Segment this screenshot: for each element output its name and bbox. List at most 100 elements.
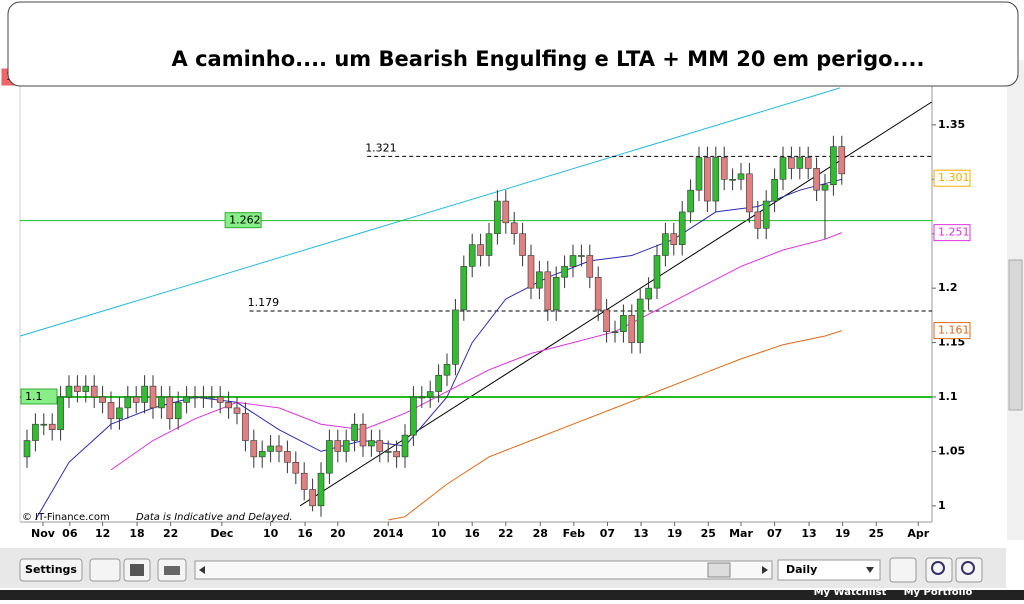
candle-body: [82, 385, 90, 392]
candle-body: [183, 396, 190, 403]
x-tick-label: 12: [95, 527, 110, 540]
x-tick-label: 10: [431, 527, 447, 540]
candle-body: [460, 266, 468, 311]
candle-body: [762, 200, 770, 229]
settings-button[interactable]: [19, 558, 83, 582]
save-icon: [130, 564, 144, 576]
time-scroll[interactable]: [194, 560, 773, 580]
candle-body: [578, 255, 585, 257]
candle-body: [166, 396, 174, 420]
candle-body: [746, 173, 753, 213]
x-tick-label: 22: [163, 527, 178, 540]
x-tick-label: 06: [62, 527, 78, 540]
y-tick-label: 1.2: [938, 281, 958, 294]
candle-body: [510, 222, 518, 235]
price-tag: [933, 322, 971, 340]
candle-body: [149, 385, 157, 409]
candle-body: [410, 396, 417, 436]
x-tick-label: Mar: [729, 527, 753, 540]
candle-body: [485, 233, 493, 256]
candle-body: [494, 200, 501, 235]
scroll-right[interactable]: [762, 566, 768, 574]
settings-label: Settings: [25, 563, 77, 576]
candle-body: [124, 396, 132, 409]
candle-body: [645, 287, 652, 300]
candle-body: [594, 276, 602, 311]
candle-body: [678, 211, 686, 245]
candle-body: [452, 309, 459, 365]
candle-body: [300, 472, 308, 490]
candle-body: [326, 440, 333, 474]
candle-body: [586, 255, 594, 278]
candle-body: [99, 396, 106, 403]
candle-body: [712, 157, 720, 202]
candle-body: [65, 385, 73, 398]
zoom-in-icon: [961, 561, 975, 575]
x-tick-label: 22: [498, 527, 513, 540]
candle-body: [771, 178, 778, 202]
candle-body: [779, 157, 787, 180]
candle-body: [40, 423, 48, 426]
candle-body: [141, 385, 148, 403]
period-label: Daily: [786, 563, 817, 576]
candle-body: [527, 255, 535, 289]
candle-body: [116, 407, 123, 420]
candle-body: [788, 157, 795, 169]
candle-body: [132, 396, 140, 403]
scrollbar-thumb[interactable]: [1008, 259, 1023, 411]
y-tick-label: 1: [938, 499, 946, 512]
chart-type-button[interactable]: [89, 558, 121, 582]
price-tag-label: 1.161: [938, 324, 970, 337]
candle-body: [250, 440, 258, 458]
candle-body: [477, 244, 484, 256]
candle-body: [292, 462, 300, 474]
candle-body: [74, 385, 81, 392]
y-tick-label: 1.35: [938, 118, 965, 131]
x-tick-label: 2014: [373, 527, 404, 540]
candle-body: [107, 402, 115, 420]
time-scroll-thumb[interactable]: [707, 562, 731, 578]
candle-body: [603, 309, 610, 332]
title-box: [7, 1, 1019, 87]
candle-body: [704, 157, 711, 202]
candle-body: [611, 331, 619, 333]
candle-body: [401, 434, 409, 458]
candle-body: [502, 200, 510, 224]
x-tick-label: 28: [533, 527, 548, 540]
candle-body: [258, 451, 266, 458]
candle-body: [720, 157, 728, 180]
x-tick-label: 16: [297, 527, 313, 540]
candle-body: [695, 157, 703, 191]
dropdown-arrow: [866, 567, 874, 573]
candle-body: [233, 407, 241, 414]
zoom-fit-button[interactable]: [889, 557, 917, 583]
x-tick-label: 10: [263, 527, 279, 540]
x-tick-label: Apr: [907, 527, 929, 540]
candle-body: [426, 391, 434, 398]
x-tick-label: Nov: [31, 527, 56, 540]
level-tag: [20, 388, 58, 405]
candle-body: [334, 440, 342, 452]
price-tag-label: 1.301: [938, 171, 970, 184]
watchlist-link[interactable]: My Watchlist: [814, 587, 887, 598]
x-tick-label: 13: [801, 527, 816, 540]
candle-body: [796, 157, 804, 169]
price-tag: [933, 224, 971, 242]
candle-body: [552, 276, 560, 311]
candle-body: [628, 315, 636, 343]
portfolio-link[interactable]: My Portfolio: [904, 587, 973, 598]
candle-body: [435, 374, 442, 392]
chart-title: A caminho.... um Bearish Engulfing e LTA…: [172, 47, 925, 71]
x-tick-label: 16: [465, 527, 481, 540]
candle-body: [242, 413, 249, 441]
period-select[interactable]: [777, 559, 881, 581]
level-tag: [224, 212, 262, 229]
disclaimer: Data is Indicative and Delayed.: [136, 512, 293, 523]
zoom-out-icon: [931, 561, 945, 575]
x-tick-label: 07: [600, 527, 615, 540]
scroll-left[interactable]: [199, 566, 205, 574]
candle-body: [620, 315, 627, 332]
candle-body: [57, 396, 64, 430]
